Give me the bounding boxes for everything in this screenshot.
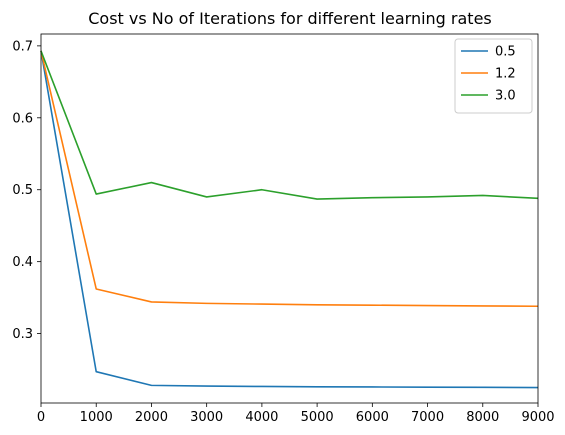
x-tick-label: 2000: [135, 410, 168, 425]
y-axis: 0.3 0.4 0.5 0.6 0.7: [12, 39, 41, 342]
x-axis: 0 1000 2000 3000 4000 5000 6000 7000 8000 9000: [37, 403, 555, 425]
legend: 0.5 1.2 3.0: [454, 38, 533, 114]
series-line-1.2: [40, 50, 539, 308]
y-tick-label: 0.4: [12, 255, 33, 270]
x-tick-label: 9000: [521, 410, 554, 425]
plot-lines: [40, 50, 539, 389]
x-tick-label: 5000: [301, 410, 334, 425]
legend-label-1.2: 1.2: [495, 67, 516, 82]
x-tick-label: 7000: [411, 410, 444, 425]
chart-title: Cost vs No of Iterations for different l…: [88, 9, 492, 28]
series-line-0.5: [40, 50, 539, 389]
legend-label-0.5: 0.5: [495, 45, 516, 60]
legend-box: [454, 38, 533, 114]
y-tick-label: 0.3: [12, 327, 33, 342]
x-tick-label: 3000: [190, 410, 223, 425]
plot-frame: [40, 33, 539, 404]
legend-label-3.0: 3.0: [495, 89, 516, 104]
y-tick-label: 0.7: [12, 39, 33, 54]
x-tick-label: 6000: [356, 410, 389, 425]
y-tick-label: 0.5: [12, 183, 33, 198]
y-tick-label: 0.6: [12, 111, 33, 126]
x-tick-label: 4000: [245, 410, 278, 425]
x-tick-label: 0: [37, 410, 45, 425]
series-line-3.0: [40, 50, 539, 200]
x-tick-label: 1000: [80, 410, 113, 425]
x-tick-label: 8000: [466, 410, 499, 425]
